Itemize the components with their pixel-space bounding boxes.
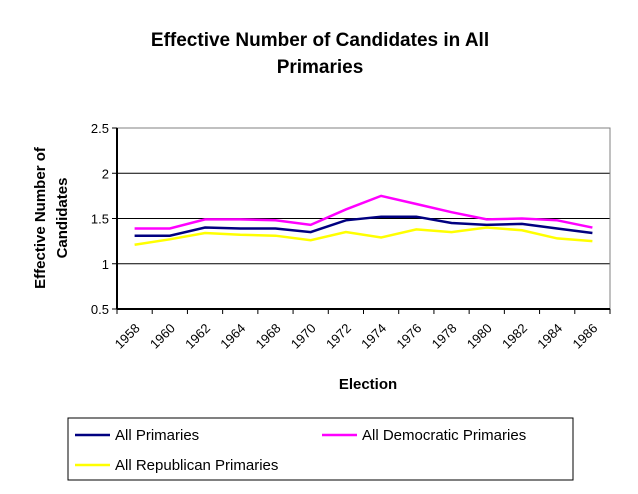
x-tick-label: 1962 [182, 321, 213, 352]
legend-label: All Democratic Primaries [362, 427, 526, 444]
x-tick-label: 1974 [358, 321, 389, 352]
legend-label: All Republican Primaries [115, 457, 278, 474]
x-tick-label: 1984 [534, 321, 565, 352]
x-tick-label: 1980 [464, 321, 495, 352]
y-tick-label: 1.5 [91, 212, 109, 227]
y-tick-label: 1 [102, 257, 109, 272]
chart-title-line-1: Effective Number of Candidates in All [151, 30, 489, 51]
x-tick-label: 1964 [217, 321, 248, 352]
x-axis-title: Election [339, 376, 397, 393]
y-tick-label: 0.5 [91, 302, 109, 317]
legend-label: All Primaries [115, 427, 199, 444]
x-tick-label: 1976 [393, 321, 424, 352]
series-line-all-republican-primaries [134, 226, 593, 246]
x-tick-label: 1968 [253, 321, 284, 352]
legend: All Primaries All Democratic Primaries All… [75, 427, 526, 474]
y-axis-title-line-1: Effective Number of [32, 146, 49, 289]
y-tick-label: 2.5 [91, 121, 109, 136]
x-tick-label: 1958 [112, 321, 143, 352]
x-tick-label: 1986 [569, 321, 600, 352]
x-tick-label: 1960 [147, 321, 178, 352]
series-lines [134, 194, 593, 246]
x-axis-ticks: 1958 1960 1962 1964 1968 1970 1972 1974 1976 1978… [112, 309, 611, 352]
x-tick-label: 1972 [323, 321, 354, 352]
x-tick-label: 1982 [499, 321, 530, 352]
y-axis-title-line-2: Candidates [54, 178, 71, 259]
series-line-all-primaries [134, 215, 593, 237]
y-axis-ticks: 0.5 1 1.5 2 2.5 [91, 121, 117, 317]
x-tick-label: 1978 [429, 321, 460, 352]
legend-box [67, 417, 574, 481]
x-tick-label: 1970 [288, 321, 319, 352]
y-tick-label: 2 [102, 166, 109, 181]
chart-title-line-2: Primaries [277, 57, 364, 78]
series-line-all-democratic-primaries [134, 194, 593, 230]
